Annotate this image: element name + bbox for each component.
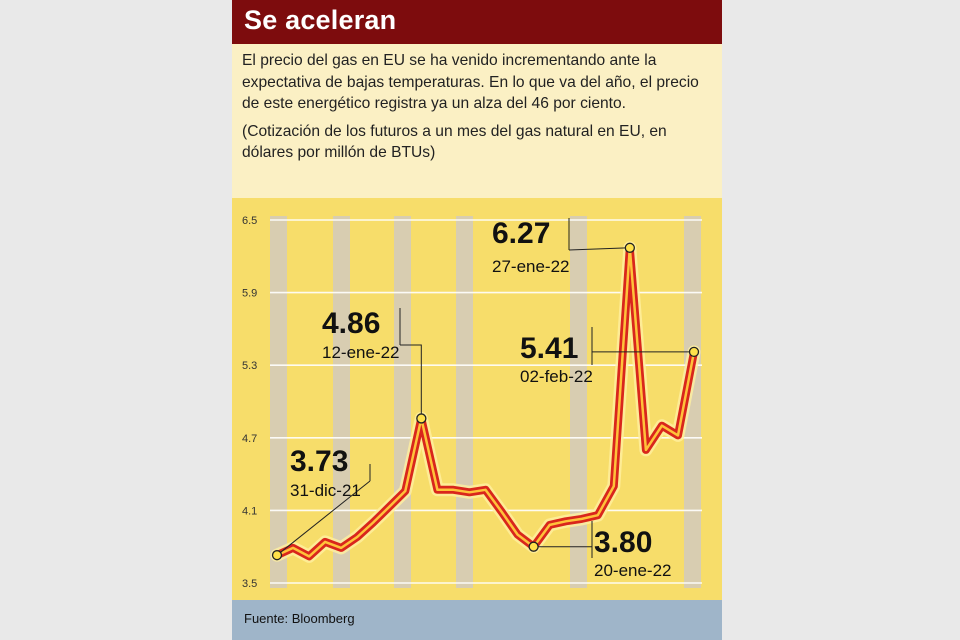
callout-date: 20-ene-22 bbox=[594, 561, 672, 580]
footer: Fuente: Bloomberg bbox=[232, 600, 722, 640]
grid-stripe bbox=[684, 216, 701, 588]
callout-date: 12-ene-22 bbox=[322, 343, 400, 362]
y-tick-label: 3.5 bbox=[242, 578, 257, 590]
grid-stripe bbox=[333, 216, 350, 588]
callout-date: 27-ene-22 bbox=[492, 257, 570, 276]
annotation-27-ene-22: 6.27 27-ene-22 bbox=[492, 217, 630, 276]
grid-stripe bbox=[270, 216, 287, 588]
data-point-marker bbox=[624, 242, 635, 253]
annotation-31-dic-21: 3.73 31-dic-21 bbox=[276, 445, 371, 556]
callout-leader bbox=[568, 247, 630, 251]
price-line-glow bbox=[275, 246, 696, 558]
callout-date: 31-dic-21 bbox=[290, 481, 361, 500]
callout-leader bbox=[533, 546, 593, 558]
data-point-marker bbox=[528, 541, 539, 552]
annotation-02-feb-22: 5.41 02-feb-22 bbox=[520, 327, 694, 386]
callout-leader bbox=[400, 344, 422, 419]
y-tick-label: 4.1 bbox=[242, 505, 257, 517]
data-point-marker bbox=[271, 550, 283, 561]
callout-leader bbox=[276, 480, 371, 556]
callout-leader bbox=[591, 351, 694, 365]
line-chart: 6.5 5.9 5.3 4.7 4.1 3.5 3.73 31-dic-21 4.86 12-en… bbox=[242, 215, 702, 590]
title-bar: Se aceleran bbox=[232, 0, 722, 44]
y-tick-label: 5.3 bbox=[242, 360, 257, 372]
data-point-marker bbox=[416, 413, 427, 424]
units-note: (Cotización de los futuros a un mes del … bbox=[242, 122, 667, 162]
callout-value: 4.86 bbox=[322, 307, 380, 340]
callout-value: 3.80 bbox=[594, 526, 652, 559]
annotation-12-ene-22: 4.86 12-ene-22 bbox=[322, 307, 422, 419]
chart-title: Se aceleran bbox=[244, 5, 397, 35]
callout-value: 6.27 bbox=[492, 217, 550, 250]
infographic-card: Se aceleran El precio del gas en EU se h… bbox=[232, 0, 722, 640]
y-tick-label: 6.5 bbox=[242, 215, 257, 227]
grid-stripe bbox=[394, 216, 411, 588]
data-point-marker bbox=[688, 346, 700, 358]
source-note: Fuente: Bloomberg bbox=[244, 611, 355, 626]
callout-date: 02-feb-22 bbox=[520, 367, 593, 386]
grid-stripe bbox=[570, 216, 587, 588]
description: El precio del gas en EU se ha venido inc… bbox=[242, 50, 718, 170]
y-tick-label: 5.9 bbox=[242, 288, 257, 300]
description-paragraph: El precio del gas en EU se ha venido inc… bbox=[242, 52, 699, 112]
chart-area: 6.5 5.9 5.3 4.7 4.1 3.5 3.73 31-dic-21 4.86 12-en… bbox=[232, 198, 722, 600]
y-tick-label: 4.7 bbox=[242, 433, 257, 445]
callout-value: 3.73 bbox=[290, 445, 348, 478]
grid-stripe bbox=[456, 216, 473, 588]
annotation-20-ene-22: 3.80 20-ene-22 bbox=[533, 521, 672, 580]
callout-value: 5.41 bbox=[520, 332, 578, 365]
